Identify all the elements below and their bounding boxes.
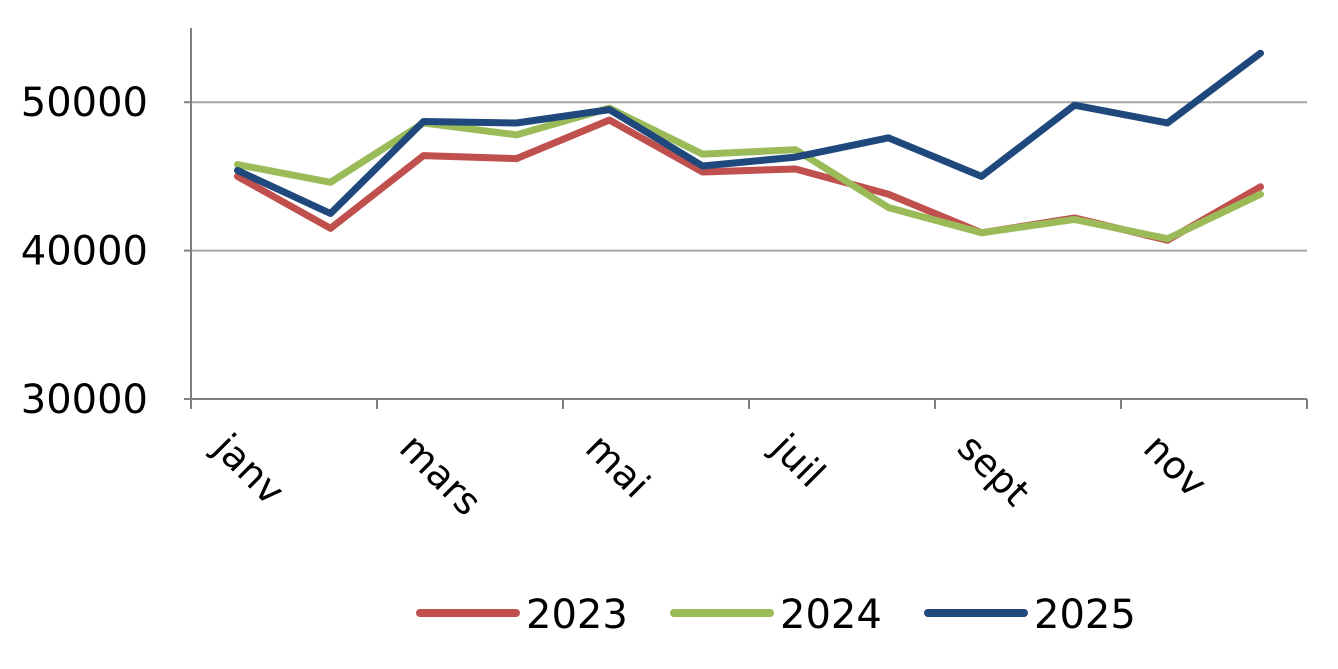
y-tick-label: 50000	[21, 80, 148, 126]
legend-label-2023: 2023	[526, 592, 628, 638]
x-tick-label: janv	[204, 425, 293, 514]
legend: 2023 2024 2025	[416, 592, 1136, 638]
series-lines	[234, 49, 1264, 244]
gridlines	[191, 101, 1307, 252]
series-line-2025	[234, 49, 1264, 217]
x-tick-label: mars	[391, 425, 490, 524]
y-tick-label: 30000	[21, 377, 148, 423]
legend-label-2024: 2024	[780, 592, 882, 638]
x-tick-label: nov	[1135, 425, 1215, 505]
x-tick-label: sept	[949, 425, 1038, 514]
x-tick-label: juil	[762, 425, 833, 496]
y-tick-label: 40000	[21, 229, 148, 275]
x-tick-label: mai	[577, 425, 658, 506]
legend-label-2025: 2025	[1034, 592, 1136, 638]
series-line-2023	[234, 116, 1264, 244]
